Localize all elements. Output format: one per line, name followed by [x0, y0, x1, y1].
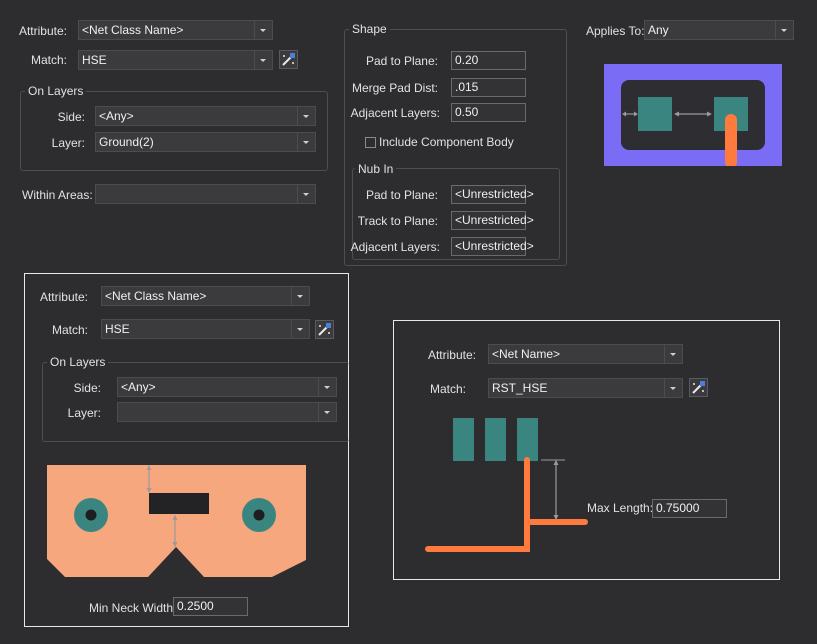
applies-to-combo-value: Any — [648, 23, 669, 37]
copper-area — [47, 465, 306, 577]
nub-pad-to-plane-input[interactable]: <Unrestricted> — [451, 185, 534, 204]
neck-attribute-combo[interactable]: <Net Class Name> — [101, 286, 310, 306]
magic-wand-icon — [282, 53, 295, 66]
on-layers-title: On Layers — [25, 84, 87, 98]
neck-match-combo[interactable]: HSE — [101, 319, 310, 339]
include-component-body-label: Include Component Body — [379, 135, 514, 149]
layer-combo-value: Ground(2) — [99, 135, 154, 149]
nub-in-title: Nub In — [355, 162, 397, 176]
attribute-combo[interactable]: <Net Class Name> — [78, 20, 273, 40]
match-combo[interactable]: HSE — [78, 50, 273, 70]
applies-to-label: Applies To: — [586, 24, 645, 38]
query-builder-button[interactable] — [279, 50, 298, 69]
neck-on-layers-group — [42, 362, 349, 442]
layer-label: Layer: — [51, 136, 85, 150]
neck-layer-label: Layer: — [67, 406, 101, 420]
track-to-plane-input[interactable]: <Unrestricted> — [451, 211, 534, 230]
layer-combo[interactable]: Ground(2) — [95, 132, 316, 152]
min-neck-width-input[interactable]: 0.2500 — [173, 597, 248, 616]
chevron-down-icon[interactable] — [664, 379, 682, 397]
track-route — [425, 457, 530, 552]
attribute-label: Attribute: — [18, 24, 67, 38]
neck-match-label: Match: — [51, 323, 88, 337]
pad-1 — [453, 418, 474, 461]
max-length-input[interactable]: 0.75000 — [652, 499, 727, 518]
neck-width-diagram — [47, 465, 306, 577]
within-areas-combo[interactable] — [95, 184, 316, 204]
merge-pad-dist-label: Merge Pad Dist: — [351, 81, 438, 95]
magic-wand-icon — [692, 381, 705, 394]
applies-to-combo[interactable]: Any — [644, 20, 794, 40]
chevron-down-icon[interactable] — [318, 403, 336, 421]
side-label: Side: — [57, 110, 85, 124]
length-match-combo-value: RST_HSE — [492, 381, 548, 395]
length-match-label: Match: — [429, 382, 466, 396]
match-combo-value: HSE — [82, 53, 107, 67]
shape-pad-to-plane-label: Pad to Plane: — [365, 54, 438, 68]
neck-width-panel — [24, 273, 349, 627]
max-length-panel — [393, 320, 780, 580]
chevron-down-icon[interactable] — [775, 21, 793, 39]
neck-side-combo-value: <Any> — [121, 380, 156, 394]
pad-3 — [517, 418, 538, 461]
neck-match-combo-value: HSE — [105, 322, 130, 336]
nub-adjacent-layers-label: Adjacent Layers: — [350, 240, 440, 254]
nub-pad-to-plane-label: Pad to Plane: — [365, 188, 438, 202]
neck-side-combo[interactable]: <Any> — [117, 377, 337, 397]
chevron-down-icon[interactable] — [254, 51, 272, 69]
neck-layer-combo[interactable] — [117, 402, 337, 422]
track-to-plane-label: Track to Plane: — [357, 214, 438, 228]
pad-2 — [485, 418, 506, 461]
neck-attribute-combo-value: <Net Class Name> — [105, 289, 207, 303]
chevron-down-icon[interactable] — [664, 345, 682, 363]
neck-side-label: Side: — [73, 381, 101, 395]
length-match-combo[interactable]: RST_HSE — [488, 378, 683, 398]
shape-title: Shape — [349, 22, 390, 36]
pad-left — [638, 97, 672, 131]
chevron-down-icon[interactable] — [291, 320, 309, 338]
chevron-down-icon[interactable] — [297, 107, 315, 125]
chevron-down-icon[interactable] — [297, 185, 315, 203]
neck-on-layers-title: On Layers — [47, 355, 109, 369]
cutout-slot — [149, 493, 209, 514]
chevron-down-icon[interactable] — [318, 378, 336, 396]
max-length-label: Max Length: — [587, 501, 654, 515]
on-layers-group — [20, 91, 328, 171]
neck-query-builder-button[interactable] — [315, 320, 334, 339]
length-attribute-combo[interactable]: <Net Name> — [488, 344, 683, 364]
within-areas-label: Within Areas: — [22, 188, 93, 202]
side-combo-value: <Any> — [99, 109, 134, 123]
shape-group — [344, 29, 567, 266]
magic-wand-icon — [318, 323, 331, 336]
include-component-body-checkbox[interactable] — [365, 137, 376, 148]
shape-adjacent-layers-label: Adjacent Layers: — [350, 106, 440, 120]
shape-pad-to-plane-input[interactable]: 0.20 — [451, 51, 526, 70]
chevron-down-icon[interactable] — [297, 133, 315, 151]
length-query-builder-button[interactable] — [689, 378, 708, 397]
side-combo[interactable]: <Any> — [95, 106, 316, 126]
length-attribute-combo-value: <Net Name> — [492, 347, 561, 361]
chevron-down-icon[interactable] — [254, 21, 272, 39]
match-label: Match: — [30, 53, 67, 67]
attribute-combo-value: <Net Class Name> — [82, 23, 184, 37]
min-neck-width-label: Min Neck Width: — [89, 601, 177, 615]
length-attribute-label: Attribute: — [427, 348, 476, 362]
nub-adjacent-layers-input[interactable]: <Unrestricted> — [451, 237, 534, 256]
max-length-diagram — [425, 418, 588, 552]
merge-pad-dist-input[interactable]: .015 — [451, 78, 526, 97]
shape-adjacent-layers-input[interactable]: 0.50 — [451, 103, 526, 122]
nub-in-group — [352, 168, 560, 260]
plane-clearance-diagram — [604, 64, 782, 166]
chevron-down-icon[interactable] — [291, 287, 309, 305]
neck-attribute-label: Attribute: — [39, 290, 88, 304]
